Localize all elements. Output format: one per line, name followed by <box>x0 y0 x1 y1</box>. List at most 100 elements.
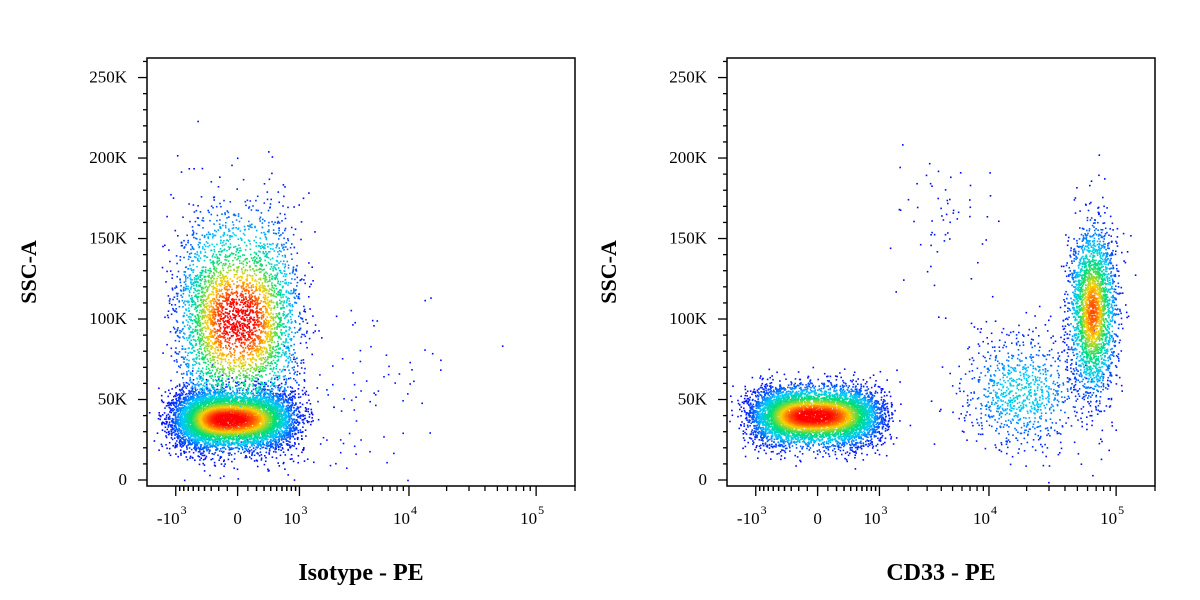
data-point <box>287 239 290 242</box>
data-point <box>175 418 178 420</box>
data-point <box>282 246 285 248</box>
data-point <box>180 413 183 415</box>
data-point <box>221 395 224 397</box>
data-point <box>277 386 279 389</box>
data-point <box>191 438 193 440</box>
data-point <box>194 253 196 255</box>
data-point <box>282 314 285 317</box>
data-point <box>189 399 191 401</box>
data-point <box>245 445 247 447</box>
data-point <box>292 233 295 236</box>
data-point <box>188 304 191 306</box>
data-point <box>266 191 269 193</box>
data-point <box>211 256 214 258</box>
data-point <box>409 383 411 385</box>
data-point <box>274 405 277 407</box>
data-point <box>273 382 275 385</box>
data-point <box>201 274 203 276</box>
data-point <box>197 224 199 226</box>
data-point <box>223 199 225 202</box>
data-point <box>295 409 297 412</box>
data-point <box>278 443 281 445</box>
data-point <box>289 359 292 361</box>
data-point <box>277 371 279 373</box>
data-point <box>223 459 225 461</box>
data-point <box>215 443 218 446</box>
data-point <box>290 446 292 448</box>
data-point <box>310 423 312 426</box>
data-point <box>189 371 192 374</box>
data-point <box>212 196 215 199</box>
data-point <box>281 444 283 447</box>
data-point <box>194 295 197 298</box>
data-point <box>215 448 217 451</box>
data-point <box>398 373 401 375</box>
data-point <box>192 382 194 385</box>
data-point <box>249 437 251 439</box>
data-point <box>183 256 185 259</box>
data-point <box>166 215 168 218</box>
data-point <box>214 234 217 237</box>
data-point <box>286 431 288 434</box>
data-point <box>222 224 224 227</box>
data-point <box>177 433 179 436</box>
data-point <box>203 248 206 251</box>
data-point <box>360 390 362 392</box>
data-point <box>274 264 276 266</box>
data-point <box>206 394 208 397</box>
data-point <box>284 369 286 371</box>
data-point <box>252 400 255 402</box>
data-point <box>346 467 348 469</box>
data-point <box>266 243 269 245</box>
data-point <box>298 315 300 318</box>
data-point <box>179 393 181 395</box>
data-point <box>192 364 194 367</box>
data-point <box>193 256 196 258</box>
data-point <box>283 411 285 413</box>
data-point <box>253 444 255 447</box>
data-point <box>319 443 322 445</box>
data-point <box>189 378 192 381</box>
data-point <box>257 391 260 393</box>
data-point <box>282 351 284 354</box>
data-point <box>310 283 312 286</box>
data-point <box>232 390 234 392</box>
data-point <box>277 399 280 402</box>
data-point <box>179 398 182 400</box>
data-point <box>219 477 222 479</box>
data-point <box>202 462 204 465</box>
data-point <box>282 341 285 343</box>
data-point <box>411 369 413 371</box>
data-point <box>160 399 163 401</box>
data-point <box>304 429 307 431</box>
data-point <box>178 397 180 400</box>
data-point <box>167 404 169 407</box>
data-point <box>303 333 305 336</box>
data-point <box>292 358 295 361</box>
data-point <box>162 352 164 354</box>
data-point <box>292 435 294 437</box>
data-point <box>293 296 296 299</box>
data-point <box>168 415 171 417</box>
data-point <box>278 269 281 272</box>
data-point <box>190 448 193 451</box>
data-point <box>276 216 279 219</box>
data-point <box>178 385 181 387</box>
data-point <box>277 446 280 448</box>
data-point <box>192 271 194 273</box>
data-point <box>283 300 285 302</box>
data-point <box>205 446 207 448</box>
data-point <box>273 441 276 443</box>
data-point <box>251 223 253 226</box>
data-point <box>312 315 314 317</box>
data-point <box>197 289 199 291</box>
data-point <box>250 449 253 451</box>
data-point <box>268 151 270 153</box>
data-point <box>257 398 260 401</box>
data-point <box>284 388 286 390</box>
data-point <box>303 279 305 281</box>
data-point <box>203 464 206 466</box>
data-point <box>172 401 175 404</box>
data-point <box>192 313 194 316</box>
data-point <box>194 438 196 440</box>
